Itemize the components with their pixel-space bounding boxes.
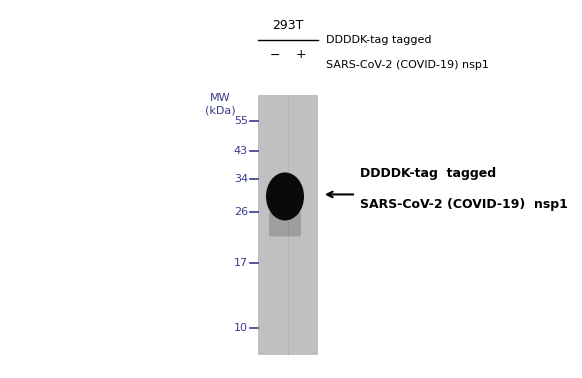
- Bar: [258, 95, 318, 355]
- Text: −: −: [269, 48, 280, 62]
- Text: 43: 43: [234, 146, 248, 156]
- Text: MW: MW: [210, 93, 230, 103]
- Text: 10: 10: [234, 323, 248, 333]
- Text: 293T: 293T: [272, 19, 304, 32]
- Text: 17: 17: [234, 259, 248, 268]
- Text: SARS-CoV-2 (COVID-19)  nsp1: SARS-CoV-2 (COVID-19) nsp1: [360, 198, 568, 211]
- Text: SARS-CoV-2 (COVID-19) nsp1: SARS-CoV-2 (COVID-19) nsp1: [326, 60, 489, 70]
- Text: DDDDK-tag  tagged: DDDDK-tag tagged: [360, 167, 496, 180]
- Text: DDDDK-tag tagged: DDDDK-tag tagged: [326, 35, 431, 45]
- Ellipse shape: [266, 172, 304, 220]
- Text: 26: 26: [234, 207, 248, 217]
- Text: 34: 34: [234, 174, 248, 184]
- Text: +: +: [296, 48, 307, 62]
- Text: 55: 55: [234, 116, 248, 126]
- FancyBboxPatch shape: [269, 212, 301, 237]
- Text: (kDa): (kDa): [205, 106, 235, 116]
